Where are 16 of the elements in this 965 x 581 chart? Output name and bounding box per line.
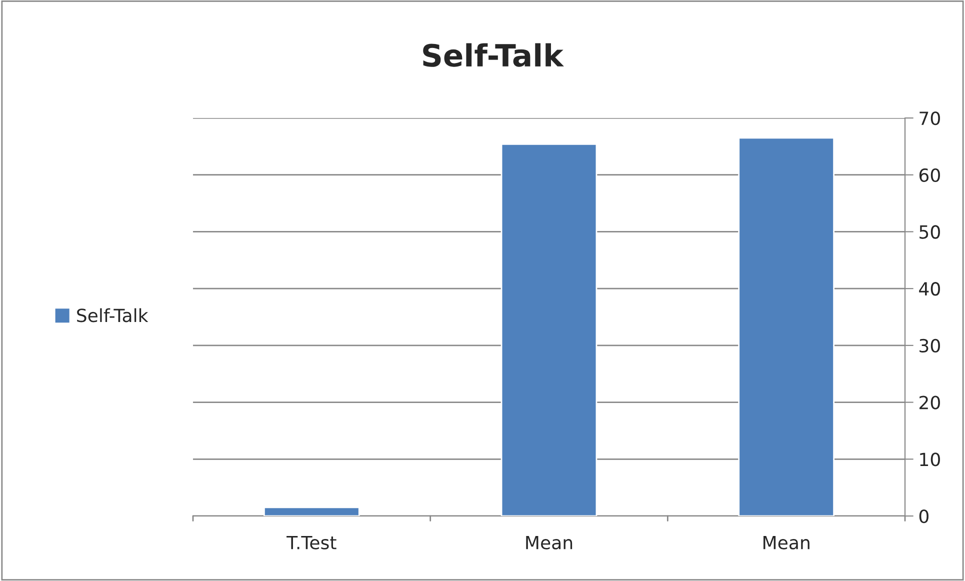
legend-label: Self-Talk <box>77 308 148 322</box>
x-tick-label: Mean <box>764 536 810 550</box>
y-tick-label: 30 <box>920 338 940 353</box>
y-tick-label: 70 <box>920 111 940 126</box>
y-tick-label: 50 <box>920 225 940 239</box>
y-tick-label: 0 <box>919 509 928 524</box>
bar <box>500 143 598 516</box>
x-tick-label: T.Test <box>286 536 336 550</box>
chart-title: Self-Talk <box>423 43 564 67</box>
bar <box>264 506 360 516</box>
y-tick-label: 20 <box>920 396 940 410</box>
y-tick-label: 10 <box>920 452 940 466</box>
y-tick-label: 60 <box>919 168 940 182</box>
x-tick-label: Mean <box>526 536 572 550</box>
y-tick-label: 40 <box>919 282 940 296</box>
bar <box>738 137 834 516</box>
